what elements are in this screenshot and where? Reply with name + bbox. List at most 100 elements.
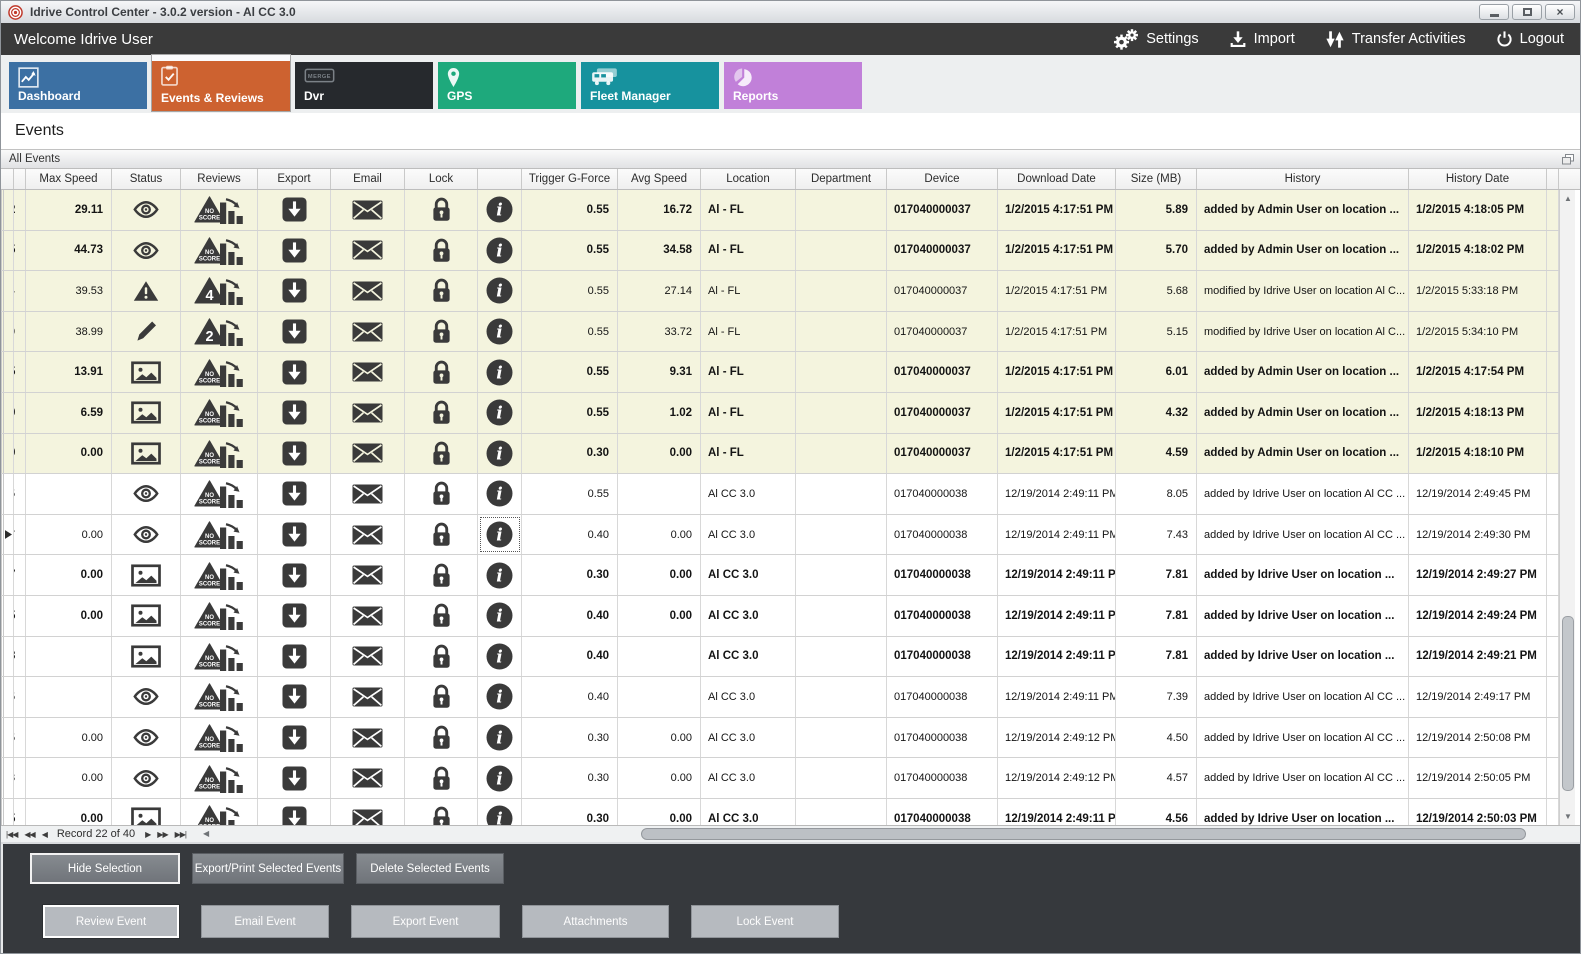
cell-avg_speed[interactable]: 0.00 bbox=[618, 555, 701, 595]
topbar-action-logout[interactable]: Logout bbox=[1496, 30, 1564, 48]
cell-size[interactable]: 5.15 bbox=[1116, 311, 1197, 352]
cell-history_date[interactable]: 12/19/2014 2:49:24 PM bbox=[1409, 595, 1547, 636]
email-icon[interactable] bbox=[352, 809, 383, 825]
tab-dvr[interactable]: MERGE Dvr bbox=[295, 62, 433, 109]
cell-avg_speed[interactable]: 0.00 bbox=[618, 514, 701, 555]
lock-icon[interactable] bbox=[431, 197, 452, 222]
cell-lock[interactable] bbox=[405, 190, 478, 230]
column-header-lock[interactable]: Lock bbox=[405, 169, 478, 189]
cell-export[interactable] bbox=[258, 230, 331, 271]
cell-max_speed[interactable]: 29.11 bbox=[26, 190, 112, 230]
cell-trigger[interactable]: 0.40 bbox=[522, 636, 618, 677]
email-icon[interactable] bbox=[352, 281, 383, 301]
cell-avg_speed[interactable]: 0.00 bbox=[618, 717, 701, 758]
cell-email[interactable] bbox=[331, 555, 405, 595]
image-icon[interactable] bbox=[131, 604, 161, 627]
eye-icon[interactable] bbox=[132, 484, 160, 503]
cell-export[interactable] bbox=[258, 677, 331, 717]
pager-next-button[interactable]: ▶ bbox=[145, 829, 151, 839]
cell-trigger[interactable]: 0.55 bbox=[522, 230, 618, 271]
cell-size[interactable]: 5.70 bbox=[1116, 230, 1197, 271]
lock-icon[interactable] bbox=[431, 684, 452, 709]
cell-max_speed[interactable]: 13.91 bbox=[26, 352, 112, 392]
cell-device[interactable]: 017040000038 bbox=[887, 595, 998, 636]
cell-id-fragment[interactable]: 2 bbox=[14, 190, 26, 230]
cell-history_date[interactable]: 12/19/2014 2:49:30 PM bbox=[1409, 514, 1547, 555]
export-icon[interactable] bbox=[281, 360, 307, 385]
info-icon[interactable]: i bbox=[486, 318, 513, 345]
cell-status[interactable] bbox=[112, 352, 181, 392]
info-icon[interactable]: i bbox=[486, 562, 513, 589]
delete-selected-button[interactable]: Delete Selected Events bbox=[356, 853, 504, 884]
scroll-up-icon[interactable]: ▲ bbox=[1564, 194, 1572, 203]
cell-history_date[interactable]: 12/19/2014 2:50:08 PM bbox=[1409, 717, 1547, 758]
warning-icon[interactable] bbox=[133, 280, 159, 302]
cell-history_date[interactable]: 1/2/2015 4:18:02 PM bbox=[1409, 230, 1547, 271]
cell-status[interactable] bbox=[112, 230, 181, 271]
cell-max_speed[interactable]: 39.53 bbox=[26, 271, 112, 311]
cell-device[interactable]: 017040000038 bbox=[887, 677, 998, 717]
email-icon[interactable] bbox=[352, 443, 383, 463]
cell-device[interactable]: 017040000037 bbox=[887, 190, 998, 230]
attachments-button[interactable]: Attachments bbox=[522, 905, 669, 938]
cell-lock[interactable] bbox=[405, 352, 478, 392]
cell-history_date[interactable]: 1/2/2015 4:18:13 PM bbox=[1409, 392, 1547, 433]
email-icon[interactable] bbox=[352, 484, 383, 504]
cell-department[interactable] bbox=[796, 190, 887, 230]
cell-info[interactable]: i bbox=[478, 190, 522, 230]
cell-max_speed[interactable]: 38.99 bbox=[26, 311, 112, 352]
lock-icon[interactable] bbox=[431, 644, 452, 669]
export-icon[interactable] bbox=[281, 278, 307, 304]
column-header-id[interactable] bbox=[14, 169, 26, 189]
cell-download_date[interactable]: 1/2/2015 4:17:51 PM bbox=[998, 190, 1116, 230]
cell-status[interactable] bbox=[112, 717, 181, 758]
cell-info[interactable]: i bbox=[478, 555, 522, 595]
column-header-device[interactable]: Device bbox=[887, 169, 998, 189]
eye-icon[interactable] bbox=[132, 200, 160, 219]
email-icon[interactable] bbox=[352, 565, 383, 585]
eye-icon[interactable] bbox=[132, 728, 160, 747]
export-icon[interactable] bbox=[281, 400, 307, 425]
review-event-button[interactable]: Review Event bbox=[43, 905, 179, 938]
cell-size[interactable]: 4.56 bbox=[1116, 798, 1197, 825]
cell-max_speed[interactable] bbox=[26, 677, 112, 717]
cell-lock[interactable] bbox=[405, 474, 478, 514]
column-header-avg_speed[interactable]: Avg Speed bbox=[618, 169, 701, 189]
cell-history[interactable]: added by Idrive User on location Al CC .… bbox=[1197, 514, 1409, 555]
cell-device[interactable]: 017040000038 bbox=[887, 758, 998, 798]
cell-location[interactable]: Al - FL bbox=[701, 392, 796, 433]
topbar-action-transfer[interactable]: Transfer Activities bbox=[1325, 30, 1466, 49]
cell-export[interactable] bbox=[258, 392, 331, 433]
horizontal-scroll-thumb[interactable] bbox=[641, 828, 1526, 840]
cell-status[interactable] bbox=[112, 514, 181, 555]
cell-max_speed[interactable]: 0.00 bbox=[26, 717, 112, 758]
cell-device[interactable]: 017040000038 bbox=[887, 555, 998, 595]
cell-id-fragment[interactable]: 5 bbox=[14, 677, 26, 717]
pager-prev-page-button[interactable]: ◀◀ bbox=[24, 829, 35, 839]
export-icon[interactable] bbox=[281, 319, 307, 344]
cell-export[interactable] bbox=[258, 474, 331, 514]
vertical-scroll-thumb[interactable] bbox=[1562, 616, 1574, 791]
cell-device[interactable]: 017040000038 bbox=[887, 514, 998, 555]
email-icon[interactable] bbox=[352, 768, 383, 788]
cell-max_speed[interactable]: 0.00 bbox=[26, 555, 112, 595]
cell-department[interactable] bbox=[796, 271, 887, 311]
column-header-trigger[interactable]: Trigger G-Force bbox=[522, 169, 618, 189]
cell-id-fragment[interactable]: 5 bbox=[14, 230, 26, 271]
cell-email[interactable] bbox=[331, 392, 405, 433]
review-score-icon[interactable]: 4 bbox=[194, 275, 244, 306]
lock-icon[interactable] bbox=[431, 441, 452, 466]
